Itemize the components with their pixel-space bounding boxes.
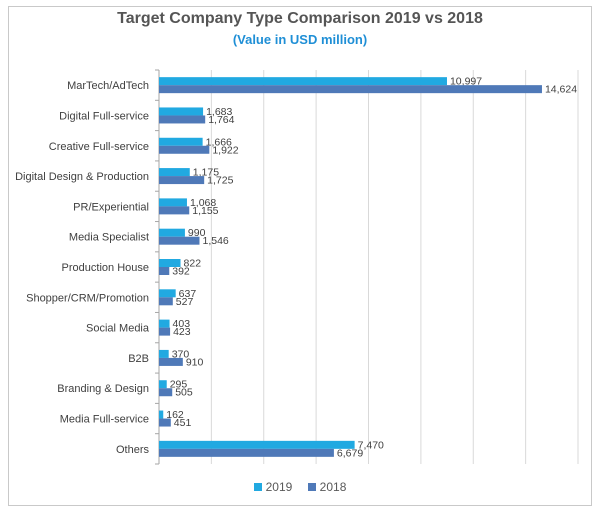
data-label-2019: 162 — [166, 409, 184, 421]
data-label-2018: 423 — [173, 326, 191, 338]
legend-swatch-2018 — [307, 483, 316, 491]
data-label-2019: 1,683 — [206, 106, 232, 118]
data-label-2018: 1,546 — [202, 235, 228, 247]
bar-2019 — [159, 289, 176, 298]
bar-2019 — [159, 410, 164, 419]
bar-2018 — [159, 206, 190, 215]
category-label: Others — [116, 444, 150, 456]
data-label-2018: 1,155 — [192, 205, 218, 217]
legend-item-2018: 2018 — [307, 480, 347, 494]
bar-2019 — [159, 440, 355, 449]
bar-2018 — [159, 327, 171, 336]
legend-label-2018: 2018 — [319, 480, 347, 494]
data-label-2018: 1,764 — [208, 114, 234, 126]
bar-2018 — [159, 357, 183, 366]
bar-2018 — [159, 115, 206, 124]
data-label-2019: 1,175 — [193, 167, 219, 179]
bar-2018 — [159, 297, 173, 306]
category-label: B2B — [128, 353, 149, 365]
category-label: MarTech/AdTech — [67, 80, 149, 92]
bar-2019 — [159, 380, 167, 389]
data-label-2019: 1,666 — [206, 136, 232, 148]
category-label: Digital Design & Production — [15, 171, 149, 183]
data-label-2019: 403 — [173, 318, 191, 330]
data-label-2018: 6,679 — [337, 447, 363, 459]
data-label-2019: 370 — [172, 348, 190, 360]
bar-2019 — [159, 107, 204, 116]
chart-subtitle: (Value in USD million) — [232, 32, 368, 47]
bar-2018 — [159, 176, 205, 185]
legend-label-2019: 2019 — [265, 480, 293, 494]
bar-2019 — [159, 349, 169, 358]
category-label: Branding & Design — [57, 383, 149, 395]
bar-2019 — [159, 259, 181, 267]
category-label: Creative Full-service — [49, 141, 149, 153]
data-label-2019: 10,997 — [450, 76, 482, 88]
bar-2018 — [159, 145, 210, 154]
data-label-2019: 295 — [170, 379, 188, 391]
category-label: Digital Full-service — [59, 110, 149, 122]
legend-item-2019: 2019 — [253, 480, 293, 494]
bar-2019 — [159, 228, 185, 237]
bar-2018 — [159, 448, 334, 457]
data-label-2019: 990 — [188, 227, 206, 239]
bar-2018 — [159, 236, 200, 245]
bar-2019 — [159, 319, 170, 328]
category-label: PR/Experiential — [73, 201, 149, 213]
bar-2018 — [159, 267, 170, 275]
data-label-2018: 1,725 — [207, 175, 233, 187]
bar-2019 — [159, 198, 187, 207]
data-label-2018: 451 — [174, 417, 192, 429]
data-label-2018: 505 — [175, 387, 193, 399]
bar-2018 — [159, 418, 171, 427]
category-label: Production House — [62, 262, 149, 274]
bar-2019 — [159, 137, 203, 146]
chart-legend: 2019 2018 — [0, 480, 600, 494]
bar-2018 — [159, 388, 173, 397]
data-label-2018: 1,922 — [212, 144, 238, 156]
data-label-2019: 7,470 — [358, 439, 384, 451]
category-label: Media Specialist — [69, 232, 149, 244]
category-label: Shopper/CRM/Promotion — [26, 292, 149, 304]
bar-2018 — [159, 85, 542, 94]
data-label-2018: 527 — [176, 296, 194, 308]
chart-title: Target Company Type Comparison 2019 vs 2… — [117, 10, 483, 27]
bar-2019 — [159, 77, 447, 86]
data-label-2019: 822 — [184, 258, 202, 270]
data-label-2019: 1,068 — [190, 197, 216, 209]
data-label-2019: 637 — [179, 288, 197, 300]
data-label-2018: 910 — [186, 356, 204, 368]
category-label: Social Media — [86, 323, 150, 335]
data-label-2018: 392 — [172, 266, 190, 278]
legend-swatch-2019 — [253, 483, 262, 491]
bar-2019 — [159, 168, 190, 177]
data-label-2018: 14,624 — [545, 84, 577, 96]
category-label: Media Full-service — [60, 414, 149, 426]
